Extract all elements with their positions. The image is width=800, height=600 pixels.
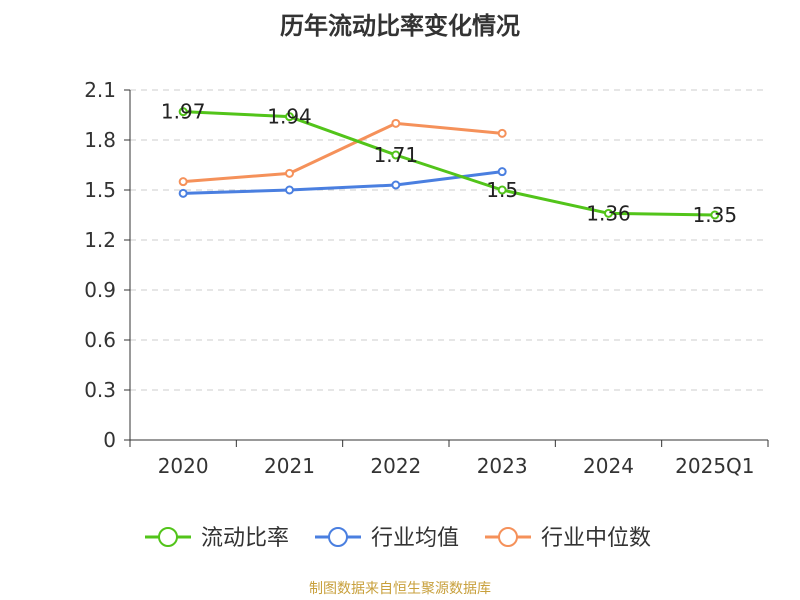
data-point (391, 150, 401, 160)
data-labels: 1.97 1.94 1.71 1.5 1.36 1.35 (161, 100, 737, 227)
legend-label: 行业均值 (371, 526, 459, 551)
series-line-2 (183, 121, 503, 184)
data-label: 1.36 (586, 201, 631, 225)
gridlines (130, 89, 768, 391)
data-point (285, 185, 294, 195)
data-label: 1.97 (161, 100, 206, 124)
data-point (604, 208, 613, 218)
data-point (497, 128, 507, 138)
legend-item-1[interactable]: 行业均值 (315, 526, 459, 551)
chart-title: 历年流动比率变化情况 (280, 12, 520, 40)
legend-swatch-marker (158, 527, 178, 547)
legend-swatch-marker (498, 527, 518, 547)
legend[interactable]: 流动比率 行业均值 行业中位数 (145, 526, 651, 551)
data-point (391, 118, 401, 128)
y-tick-label: 1.5 (84, 178, 116, 202)
source-note: 制图数据来自恒生聚源数据库 (309, 581, 491, 597)
x-tick-label: 2024 (583, 454, 634, 478)
x-tick-label: 2022 (370, 454, 421, 478)
y-tick-label: 1.2 (84, 228, 116, 252)
data-point (178, 188, 188, 198)
data-point (178, 177, 188, 187)
series-line-1 (183, 170, 503, 195)
y-tick-label: 0.9 (84, 278, 116, 302)
data-point (285, 112, 294, 122)
data-point (497, 185, 507, 195)
data-point (285, 168, 294, 178)
legend-label: 流动比率 (201, 526, 289, 551)
series-lines (178, 107, 720, 220)
y-tick-label: 0.6 (84, 328, 116, 352)
x-tick-label: 2020 (158, 454, 209, 478)
y-tick-label: 0.3 (84, 378, 116, 402)
y-tick-label: 1.8 (84, 128, 116, 152)
x-tick-label: 2021 (264, 454, 315, 478)
axes: 0 0.3 0.6 0.9 1.2 1.5 1.8 2.1 2020 2021 2022 2023 20… (84, 78, 769, 478)
y-tick-label: 2.1 (84, 78, 116, 102)
x-tick-label: 2023 (477, 454, 528, 478)
data-label: 1.35 (693, 203, 738, 227)
legend-swatch-marker (328, 527, 348, 547)
x-tick-label: 2025Q1 (675, 454, 754, 478)
legend-item-0[interactable]: 流动比率 (145, 526, 289, 551)
data-label: 1.94 (267, 105, 312, 129)
data-point (710, 210, 720, 220)
legend-label: 行业中位数 (541, 526, 651, 551)
data-label: 1.71 (374, 143, 419, 167)
data-label: 1.5 (486, 178, 518, 202)
series-line-0 (183, 110, 715, 217)
data-point (178, 107, 188, 117)
legend-item-2[interactable]: 行业中位数 (485, 526, 651, 551)
data-point (391, 180, 401, 190)
data-point (497, 167, 507, 177)
y-tick-label: 0 (103, 428, 116, 452)
